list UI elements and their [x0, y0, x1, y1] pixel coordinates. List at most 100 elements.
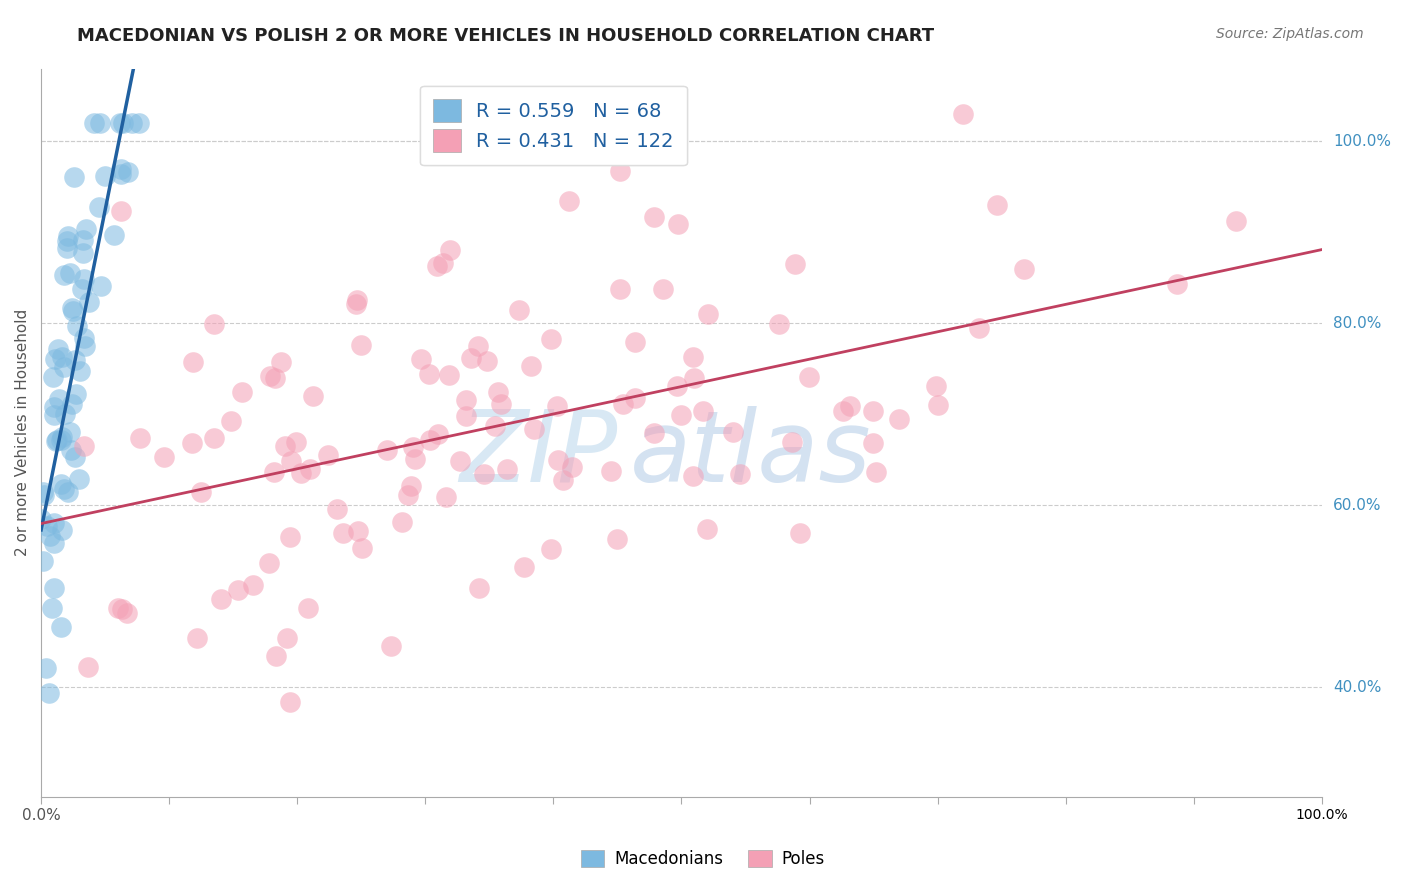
Point: [508, 303, 530, 318]
Point: [129, 431, 152, 445]
Point: [489, 397, 512, 411]
Point: [108, 116, 131, 130]
Text: 100.0%: 100.0%: [1333, 134, 1391, 149]
Point: [551, 473, 574, 487]
Point: [111, 602, 134, 616]
Point: [682, 469, 704, 483]
Point: [696, 522, 718, 536]
Point: [53, 268, 76, 283]
Point: [59, 425, 82, 439]
Point: [546, 400, 568, 414]
Point: [375, 442, 398, 457]
Point: [278, 695, 301, 709]
Point: [63, 450, 86, 465]
Point: [73, 331, 96, 345]
Point: [35, 519, 58, 533]
Point: [266, 648, 288, 663]
Point: [110, 167, 132, 181]
Point: [181, 354, 204, 368]
Point: [350, 338, 373, 352]
Point: [280, 454, 302, 468]
Point: [513, 560, 536, 574]
Point: [44, 351, 66, 366]
Point: [52, 359, 75, 374]
Point: [768, 318, 790, 332]
Point: [73, 339, 96, 353]
Point: [427, 426, 450, 441]
Point: [318, 448, 340, 462]
Point: [652, 282, 675, 296]
Point: [94, 169, 117, 183]
Point: [887, 412, 910, 426]
Point: [59, 266, 82, 280]
Point: [83, 116, 105, 130]
Point: [350, 541, 373, 556]
Point: [52, 482, 75, 496]
Point: [426, 260, 449, 274]
Point: [692, 404, 714, 418]
Point: [290, 467, 312, 481]
Point: [89, 116, 111, 130]
Point: [454, 409, 477, 424]
Point: [730, 467, 752, 481]
Point: [721, 425, 744, 439]
Point: [180, 435, 202, 450]
Point: [51, 433, 73, 447]
Text: 40.0%: 40.0%: [1333, 680, 1381, 695]
Point: [53, 407, 76, 421]
Point: [38, 686, 60, 700]
Point: [682, 371, 704, 385]
Point: [402, 440, 425, 454]
Point: [48, 343, 70, 357]
Point: [1012, 262, 1035, 277]
Point: [263, 465, 285, 479]
Point: [89, 200, 111, 214]
Legend: Macedonians, Poles: Macedonians, Poles: [575, 843, 831, 875]
Point: [257, 556, 280, 570]
Point: [454, 392, 477, 407]
Point: [599, 464, 621, 478]
Point: [77, 660, 100, 674]
Point: [925, 379, 948, 393]
Point: [380, 640, 402, 654]
Point: [783, 257, 806, 271]
Point: [285, 435, 308, 450]
Point: [62, 304, 84, 318]
Point: [110, 161, 132, 176]
Point: [202, 431, 225, 445]
Point: [780, 434, 803, 449]
Point: [44, 516, 66, 531]
Point: [460, 351, 482, 365]
Point: [202, 317, 225, 331]
Point: [34, 661, 56, 675]
Point: [242, 578, 264, 592]
Point: [831, 403, 853, 417]
Point: [326, 502, 349, 516]
Point: [67, 472, 90, 486]
Point: [45, 434, 67, 448]
Point: [540, 332, 562, 346]
Point: [418, 368, 440, 382]
Point: [344, 297, 367, 311]
Point: [409, 351, 432, 366]
Point: [1166, 277, 1188, 291]
Point: [799, 369, 821, 384]
Point: [56, 241, 79, 255]
Point: [70, 281, 93, 295]
Legend: R = 0.559   N = 68, R = 0.431   N = 122: R = 0.559 N = 68, R = 0.431 N = 122: [419, 86, 688, 165]
Point: [42, 536, 65, 550]
Point: [51, 523, 73, 537]
Point: [520, 359, 543, 373]
Point: [347, 524, 370, 538]
Point: [152, 450, 174, 464]
Point: [51, 620, 73, 634]
Point: [42, 408, 65, 422]
Point: [419, 434, 441, 448]
Point: [30, 512, 52, 526]
Point: [49, 477, 72, 491]
Point: [55, 234, 77, 248]
Point: [789, 526, 811, 541]
Point: [547, 453, 569, 467]
Point: [45, 434, 67, 448]
Point: [862, 436, 884, 450]
